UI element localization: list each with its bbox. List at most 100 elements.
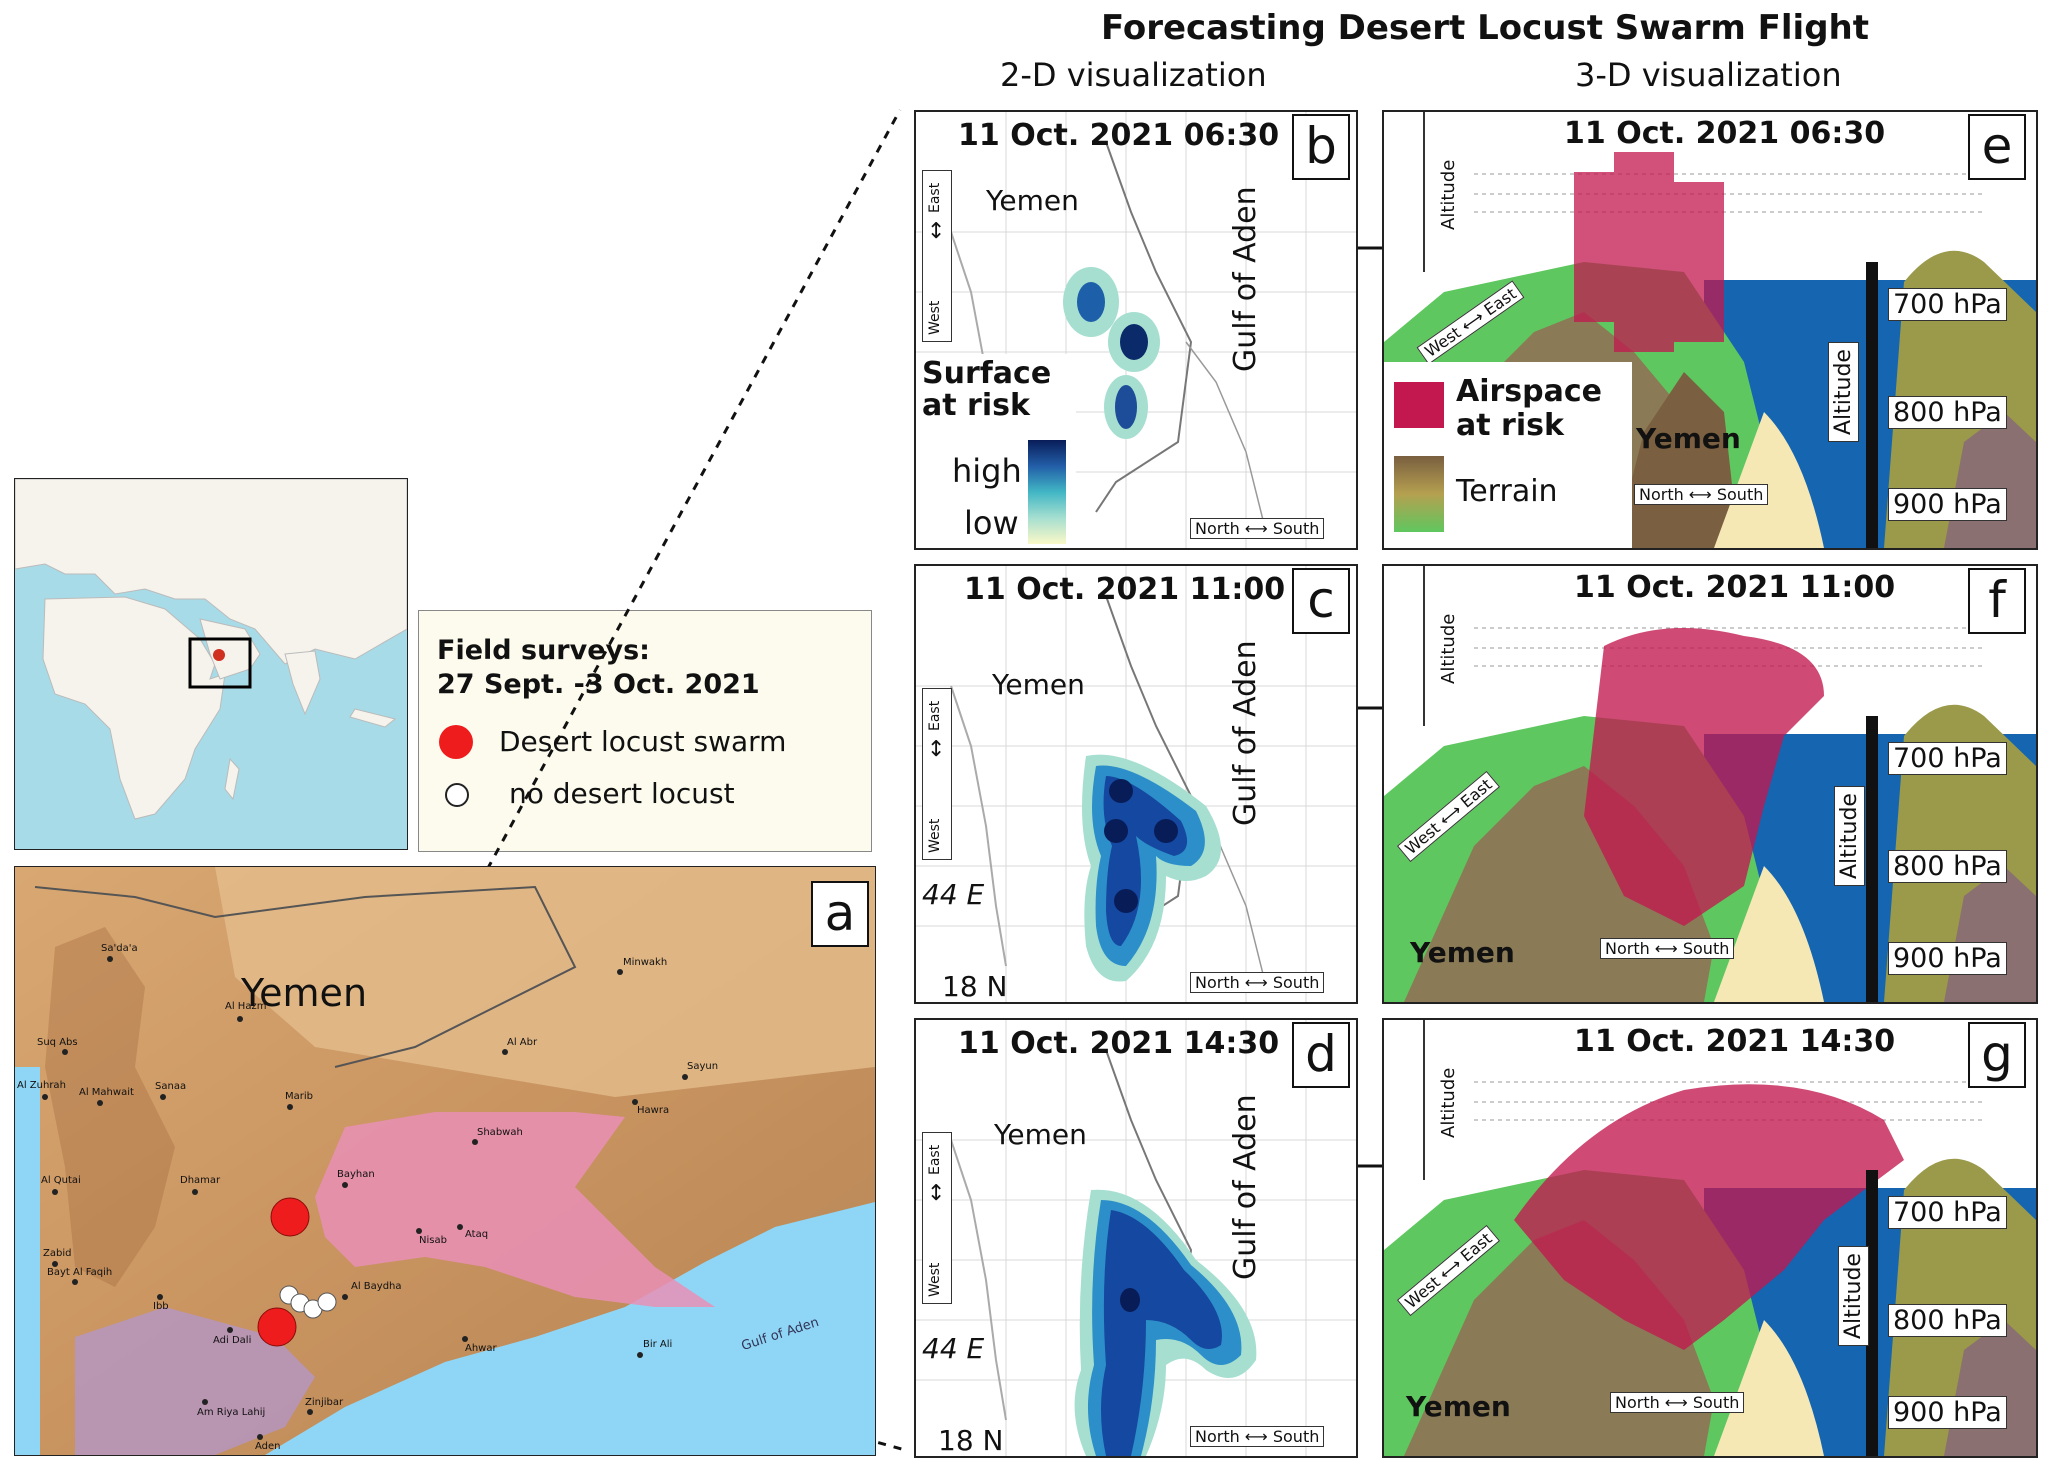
compass-we-icon: East West ↕ bbox=[922, 1132, 952, 1304]
town-label: Minwakh bbox=[623, 957, 668, 968]
level-700: 700 hPa bbox=[1888, 288, 2007, 321]
compass-we-icon: East West ↕ bbox=[922, 170, 952, 342]
risk-blob bbox=[1063, 267, 1160, 439]
town-label: Am Riya Lahij bbox=[197, 1407, 266, 1418]
subhead-2d: 2-D visualization bbox=[1000, 56, 1267, 94]
level-800: 800 hPa bbox=[1888, 850, 2007, 883]
panel-e-letter: e bbox=[1968, 114, 2026, 180]
panel-d-lon: 44 E bbox=[922, 1332, 985, 1365]
panel-e-altitude-top: Altitude bbox=[1438, 157, 1459, 232]
town-label: Al Abr bbox=[507, 1037, 538, 1048]
town-label: Al Hazm bbox=[225, 1001, 267, 1012]
panel-c-lon: 44 E bbox=[922, 878, 985, 911]
town-label: Al Baydha bbox=[351, 1281, 402, 1292]
town-label: Bir Ali bbox=[643, 1339, 673, 1350]
legend-no-locust-label: no desert locust bbox=[509, 777, 735, 810]
panel-e-altitude-axis: Altitude bbox=[1828, 342, 1859, 442]
panel-d-country: Yemen bbox=[994, 1118, 1087, 1151]
risk-blob bbox=[1082, 754, 1221, 982]
panel-f-3d-view: 11 Oct. 2021 11:00 f Altitude Altitude 7… bbox=[1382, 564, 2038, 1004]
compass-we-icon: East West ↕ bbox=[922, 688, 952, 860]
airspace-volume bbox=[1574, 152, 1724, 352]
town-label: Ahwar bbox=[465, 1343, 497, 1354]
field-surveys-dates: 27 Sept. -3 Oct. 2021 bbox=[437, 669, 760, 700]
no-locust-marker-icon bbox=[445, 783, 469, 807]
panel-a-country-label: Yemen bbox=[241, 971, 368, 1015]
compass-ns-icon: North ⟷ South bbox=[1190, 1426, 1325, 1447]
town-label: Ataq bbox=[465, 1229, 489, 1240]
town-label: Hawra bbox=[637, 1105, 670, 1116]
level-700: 700 hPa bbox=[1888, 742, 2007, 775]
field-surveys-legend: Field surveys: 27 Sept. -3 Oct. 2021 Des… bbox=[418, 610, 872, 852]
level-800: 800 hPa bbox=[1888, 396, 2007, 429]
panel-f-letter: f bbox=[1968, 568, 2026, 634]
level-700: 700 hPa bbox=[1888, 1196, 2007, 1229]
panel-f-time: 11 Oct. 2021 11:00 bbox=[1574, 570, 1896, 605]
town-label: Aden bbox=[255, 1441, 281, 1452]
town-label: Sayun bbox=[687, 1061, 719, 1072]
surface-risk-legend: Surface at risk high low bbox=[916, 354, 1076, 548]
town-label: Zinjibar bbox=[305, 1397, 344, 1408]
panel-c-country: Yemen bbox=[992, 668, 1085, 701]
level-800: 800 hPa bbox=[1888, 1304, 2007, 1337]
subhead-3d: 3-D visualization bbox=[1575, 56, 1842, 94]
town-label: Zabid bbox=[43, 1248, 72, 1259]
airspace-swatch bbox=[1394, 382, 1444, 428]
panel-d-2d-map: 11 Oct. 2021 14:30 d Yemen Gulf of Aden … bbox=[914, 1018, 1358, 1458]
town-label: Bayt Al Faqih bbox=[47, 1267, 113, 1278]
panel-b-gulf: Gulf of Aden bbox=[1228, 186, 1263, 372]
town-label: Sa'da'a bbox=[101, 943, 138, 954]
risk-blob bbox=[1074, 1189, 1257, 1456]
panel-a-yemen-map: Yemen Gulf of Aden Sa'da'a Al Hazm Suq A… bbox=[14, 866, 876, 1456]
panel-g-altitude-top: Altitude bbox=[1438, 1065, 1459, 1140]
town-label: Al Zuhrah bbox=[17, 1080, 66, 1091]
compass-ns-icon: North ⟷ South bbox=[1610, 1392, 1745, 1413]
panel-a-letter: a bbox=[811, 881, 869, 947]
airspace-legend: Airspace at risk Terrain bbox=[1384, 362, 1632, 548]
town-label: Marib bbox=[285, 1091, 313, 1102]
panel-d-time: 11 Oct. 2021 14:30 bbox=[958, 1026, 1280, 1061]
airspace-volume bbox=[1584, 628, 1824, 926]
airspace-volume bbox=[1514, 1084, 1904, 1350]
town-label: Sanaa bbox=[155, 1081, 187, 1092]
panel-c-gulf: Gulf of Aden bbox=[1228, 640, 1263, 826]
panel-b-2d-map: 11 Oct. 2021 06:30 b Yemen Gulf of Aden … bbox=[914, 110, 1358, 550]
legend-swarm-label: Desert locust swarm bbox=[499, 725, 787, 758]
panel-e-3d-view: 11 Oct. 2021 06:30 e Altitude Altitude 7… bbox=[1382, 110, 2038, 550]
panel-g-time: 11 Oct. 2021 14:30 bbox=[1574, 1024, 1896, 1059]
panel-b-country: Yemen bbox=[986, 184, 1079, 217]
town-label: Al Qutai bbox=[41, 1175, 81, 1186]
panel-e-country: Yemen bbox=[1636, 422, 1741, 455]
panel-c-lat: 18 N bbox=[942, 970, 1008, 1003]
town-label: Suq Abs bbox=[37, 1037, 78, 1048]
level-900: 900 hPa bbox=[1888, 1396, 2007, 1429]
town-label: Shabwah bbox=[477, 1127, 523, 1138]
town-label: Al Mahwait bbox=[79, 1087, 134, 1098]
compass-ns-icon: North ⟷ South bbox=[1634, 484, 1769, 505]
panel-c-time: 11 Oct. 2021 11:00 bbox=[964, 572, 1286, 607]
panel-f-country: Yemen bbox=[1410, 936, 1515, 969]
level-900: 900 hPa bbox=[1888, 942, 2007, 975]
panel-b-time: 11 Oct. 2021 06:30 bbox=[958, 118, 1280, 153]
figure-title: Forecasting Desert Locust Swarm Flight bbox=[1100, 8, 1869, 48]
panel-f-altitude-axis: Altitude bbox=[1834, 786, 1865, 886]
town-label: Nisab bbox=[419, 1235, 447, 1246]
town-label: Adi Dali bbox=[213, 1335, 252, 1346]
swarm-marker-icon bbox=[439, 725, 473, 759]
panel-d-lat: 18 N bbox=[938, 1424, 1004, 1457]
colorbar bbox=[1028, 440, 1066, 544]
world-inset-map bbox=[14, 478, 408, 850]
panel-b-letter: b bbox=[1292, 114, 1350, 180]
field-surveys-title: Field surveys: bbox=[437, 635, 650, 666]
panel-e-time: 11 Oct. 2021 06:30 bbox=[1564, 116, 1886, 151]
town-label: Dhamar bbox=[180, 1175, 221, 1186]
terrain-swatch bbox=[1394, 456, 1444, 532]
compass-ns-icon: North ⟷ South bbox=[1190, 972, 1325, 993]
panel-c-2d-map: 11 Oct. 2021 11:00 c Yemen Gulf of Aden … bbox=[914, 564, 1358, 1004]
panel-g-country: Yemen bbox=[1406, 1390, 1511, 1423]
panel-d-gulf: Gulf of Aden bbox=[1228, 1094, 1263, 1280]
panel-g-altitude-axis: Altitude bbox=[1838, 1246, 1869, 1346]
town-label: Bayhan bbox=[337, 1169, 375, 1180]
panel-g-letter: g bbox=[1968, 1022, 2026, 1088]
panel-g-3d-view: 11 Oct. 2021 14:30 g Altitude Altitude 7… bbox=[1382, 1018, 2038, 1458]
